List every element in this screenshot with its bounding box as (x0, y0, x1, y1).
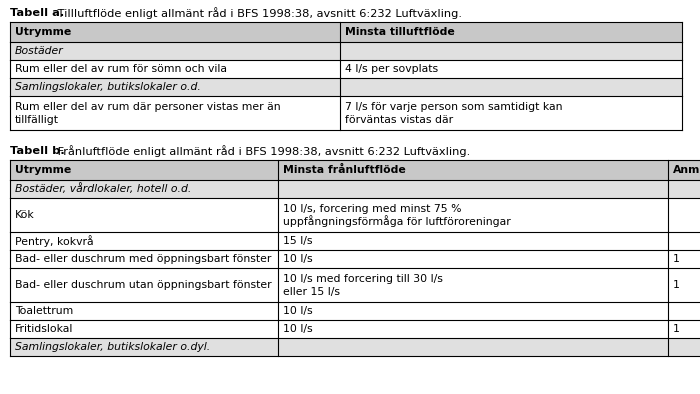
Text: Bad- eller duschrum utan öppningsbart fönster: Bad- eller duschrum utan öppningsbart fö… (15, 280, 272, 290)
Text: Minsta tilluftflöde: Minsta tilluftflöde (345, 27, 455, 37)
Text: Toalettrum: Toalettrum (15, 306, 74, 316)
Text: Rum eller del av rum för sömn och vila: Rum eller del av rum för sömn och vila (15, 64, 227, 74)
Text: Tabell a.: Tabell a. (10, 8, 64, 18)
Text: 1: 1 (673, 254, 680, 264)
Bar (10, 22, 682, 42)
Text: eller 15 l/s: eller 15 l/s (283, 286, 340, 297)
Text: 4 l/s per sovplats: 4 l/s per sovplats (345, 64, 438, 74)
Text: Bostäder, vårdlokaler, hotell o.d.: Bostäder, vårdlokaler, hotell o.d. (15, 184, 191, 195)
Bar (10, 78, 682, 96)
Text: förväntas vistas där: förväntas vistas där (345, 115, 453, 125)
Text: 1: 1 (673, 280, 680, 290)
Text: Pentry, kokvrå: Pentry, kokvrå (15, 235, 94, 247)
Bar (10, 302, 700, 320)
Bar (10, 338, 700, 356)
Bar (10, 96, 682, 130)
Text: 7 l/s för varje person som samtidigt kan: 7 l/s för varje person som samtidigt kan (345, 102, 563, 112)
Bar (10, 232, 700, 250)
Text: Samlingslokaler, butikslokaler o.dyl.: Samlingslokaler, butikslokaler o.dyl. (15, 342, 210, 352)
Text: Minsta frånluftflöde: Minsta frånluftflöde (283, 165, 406, 175)
Text: Rum eller del av rum där personer vistas mer än: Rum eller del av rum där personer vistas… (15, 102, 281, 112)
Text: 10 l/s, forcering med minst 75 %: 10 l/s, forcering med minst 75 % (283, 203, 461, 214)
Text: 1: 1 (673, 324, 680, 334)
Text: Kök: Kök (15, 210, 35, 220)
Text: Bostäder: Bostäder (15, 46, 64, 56)
Bar (10, 320, 700, 338)
Bar (10, 268, 700, 302)
Bar (10, 250, 700, 268)
Text: Bad- eller duschrum med öppningsbart fönster: Bad- eller duschrum med öppningsbart fön… (15, 254, 272, 264)
Text: Anm.: Anm. (673, 165, 700, 175)
Text: 15 l/s: 15 l/s (283, 236, 312, 246)
Text: Utrymme: Utrymme (15, 165, 71, 175)
Text: Tillluftflöde enligt allmänt råd i BFS 1998:38, avsnitt 6:232 Luftväxling.: Tillluftflöde enligt allmänt råd i BFS 1… (54, 7, 462, 19)
Text: uppfångningsförmåga för luftföroreningar: uppfångningsförmåga för luftföroreningar (283, 216, 511, 227)
Text: 10 l/s: 10 l/s (283, 254, 313, 264)
Text: 10 l/s: 10 l/s (283, 324, 313, 334)
Text: Tabell b.: Tabell b. (10, 146, 64, 156)
Text: 10 l/s: 10 l/s (283, 306, 313, 316)
Bar (10, 60, 682, 78)
Bar (10, 198, 700, 232)
Bar (10, 42, 682, 60)
Text: tillfälligt: tillfälligt (15, 115, 59, 125)
Text: Fritidslokal: Fritidslokal (15, 324, 74, 334)
Text: Samlingslokaler, butikslokaler o.d.: Samlingslokaler, butikslokaler o.d. (15, 82, 201, 92)
Text: 10 l/s med forcering till 30 l/s: 10 l/s med forcering till 30 l/s (283, 273, 443, 284)
Bar (10, 180, 700, 198)
Text: Utrymme: Utrymme (15, 27, 71, 37)
Text: Frånluftflöde enligt allmänt råd i BFS 1998:38, avsnitt 6:232 Luftväxling.: Frånluftflöde enligt allmänt råd i BFS 1… (54, 145, 470, 157)
Bar (10, 160, 700, 180)
